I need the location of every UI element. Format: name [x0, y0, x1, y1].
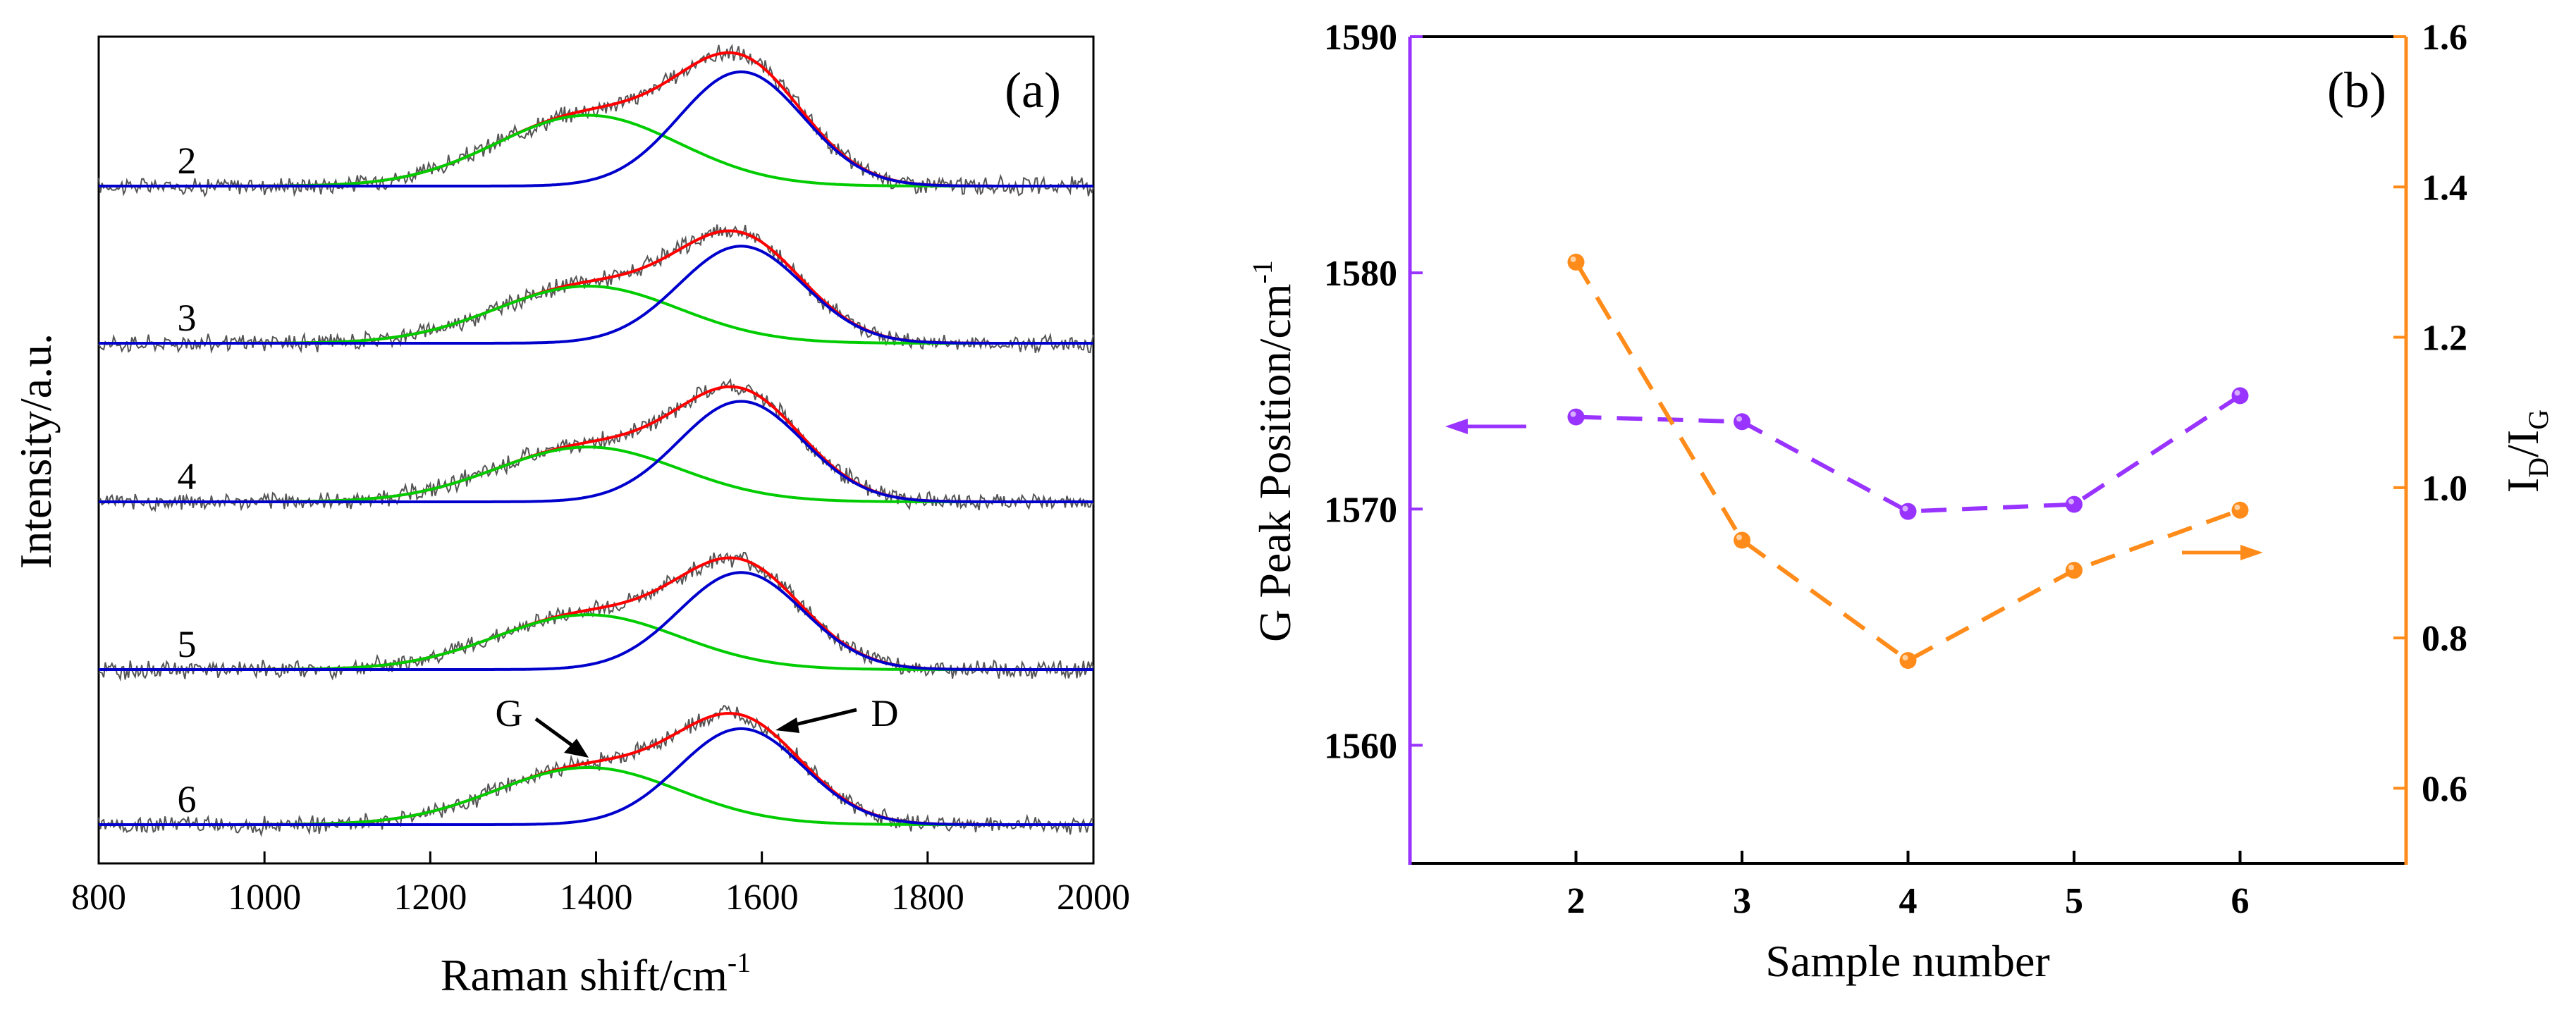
series-dashed-line — [1574, 261, 2241, 663]
panel-b-right-axis-label: ID/IG — [2498, 409, 2554, 493]
panel-b-ticks: 2 3 4 5 6 1560 1570 1580 1590 0.6 0.8 1.0 1.2 1.4 1.6 — [1324, 18, 2467, 921]
raw-spectrum-line — [98, 551, 1094, 682]
panel-b-right-tick-label: 0.8 — [2422, 619, 2467, 659]
panel-b-x-tick-label: 5 — [2065, 881, 2083, 921]
spectrum-sample-label: 5 — [178, 623, 197, 665]
data-point — [2231, 387, 2249, 405]
spectrum-5: 5 — [98, 551, 1094, 682]
data-point-highlight — [1902, 655, 1908, 661]
d-band-fit-line — [99, 727, 1093, 826]
panel-a-x-tick-label: 1000 — [228, 877, 301, 918]
data-point — [2066, 495, 2083, 513]
panel-a-x-tick-label: 1600 — [725, 877, 799, 918]
g-band-fit-line — [99, 613, 1093, 671]
spectrum-2: 2 — [98, 44, 1094, 198]
data-point-highlight — [2234, 390, 2240, 396]
raman-spectra-panel: 2 3 4 5 6 800 1000 1200 1400 1600 1800 2000 (a) Ra… — [11, 35, 1130, 1000]
panel-a-x-tick-label: 2000 — [1057, 877, 1130, 918]
panel-a-frame — [97, 35, 1095, 865]
spectrum-sample-label: 4 — [178, 455, 197, 498]
panel-b-left-tick-label: 1560 — [1324, 726, 1397, 766]
panel-a-x-tick-label: 800 — [71, 877, 126, 918]
data-point — [1899, 652, 1917, 670]
data-point-highlight — [2068, 565, 2074, 571]
spectrum-4: 4 — [99, 378, 1094, 512]
panel-b-x-axis-label: Sample number — [1765, 936, 2049, 986]
spectrum-sample-label: 2 — [178, 140, 197, 182]
panel-a-label: (a) — [1005, 62, 1061, 118]
spectrum-3: 3 — [98, 224, 1094, 355]
panel-b-right-tick-label: 1.0 — [2422, 469, 2467, 509]
data-point-highlight — [1570, 411, 1576, 417]
right-axis-indicator-arrow — [2182, 545, 2263, 560]
panel-b-x-tick-label: 6 — [2231, 881, 2250, 921]
g-band-fit-line — [99, 766, 1093, 826]
raw-spectrum-line — [98, 705, 1094, 837]
series-g-peak-position — [1567, 387, 2249, 520]
spectrum-sample-label: 6 — [178, 778, 197, 820]
spectrum-6: 6 — [98, 705, 1094, 837]
panel-b-right-tick-label: 1.4 — [2422, 168, 2467, 208]
g-band-arrow-head — [564, 739, 589, 758]
series-dashed-line — [1576, 393, 2242, 514]
panel-a-x-axis-label: Raman shift/cm-1 — [441, 947, 751, 1000]
g-band-fit-line — [99, 113, 1093, 187]
panel-a-x-tick-label: 1400 — [560, 877, 633, 918]
data-point — [1734, 531, 1750, 549]
panel-a-x-tick-label: 1200 — [393, 877, 467, 918]
g-band-annotation-arrow — [534, 717, 576, 749]
g-band-annotation-label: G — [496, 692, 523, 734]
data-point-highlight — [1570, 256, 1576, 262]
panel-b-series — [1567, 253, 2249, 670]
panel-b-x-tick-label: 4 — [1899, 881, 1918, 921]
panel-b-right-tick-label: 0.6 — [2422, 769, 2467, 809]
data-point-highlight — [1902, 505, 1908, 512]
d-band-annotation-label: D — [871, 692, 899, 734]
data-point-highlight — [1736, 416, 1742, 422]
data-point — [1567, 408, 1585, 426]
g-peak-id-ig-panel: 2 3 4 5 615601570158015900.60.81.01.21.41.6 … — [1246, 18, 2554, 986]
data-point — [2066, 562, 2083, 579]
data-point — [1734, 413, 1750, 431]
d-band-annotation-arrow — [789, 708, 857, 728]
g-band-fit-line — [99, 285, 1093, 345]
panel-b-label: (b) — [2327, 62, 2386, 118]
panel-a-y-axis-label: Intensity/a.u. — [11, 333, 61, 569]
panel-b-left-tick-label: 1590 — [1324, 18, 1397, 58]
d-band-fit-line — [99, 571, 1093, 671]
data-point — [2231, 501, 2249, 519]
data-point — [1899, 503, 1917, 520]
d-band-fit-line — [99, 245, 1093, 345]
panel-a-x-tick-label: 1800 — [891, 877, 964, 918]
g-band-annotation: G — [496, 692, 589, 758]
left-axis-indicator-arrow — [1445, 419, 1526, 434]
data-point — [1567, 253, 1585, 271]
total-fit-line — [99, 51, 1093, 187]
panel-b-x-tick-label: 2 — [1567, 881, 1586, 921]
data-point-highlight — [1736, 534, 1742, 541]
d-band-fit-line — [99, 70, 1093, 187]
g-band-fit-line — [99, 445, 1093, 503]
series-id-ig-ratio — [1567, 253, 2249, 670]
d-band-arrow-head — [775, 718, 799, 733]
data-point-highlight — [2068, 498, 2074, 505]
raman-spectra-group: 2 3 4 5 6 — [98, 44, 1094, 837]
panel-b-right-tick-label: 1.6 — [2422, 18, 2467, 58]
d-band-annotation: D — [775, 692, 899, 734]
panel-b-left-tick-label: 1570 — [1324, 490, 1397, 530]
raw-spectrum-line — [99, 378, 1094, 512]
data-point-highlight — [2234, 504, 2240, 510]
panel-a-x-ticks: 800 1000 1200 1400 1600 1800 2000 — [71, 851, 1130, 918]
raw-spectrum-line — [98, 224, 1094, 355]
spectrum-sample-label: 3 — [178, 297, 197, 339]
d-band-fit-line — [99, 400, 1093, 503]
panel-b-left-tick-label: 1580 — [1324, 254, 1397, 294]
panel-b-x-tick-label: 3 — [1733, 881, 1751, 921]
panel-b-left-axis-label: G Peak Position/cm-1 — [1246, 260, 1300, 642]
raw-spectrum-line — [98, 44, 1094, 198]
right-axis-arrow-head — [2240, 545, 2263, 560]
left-axis-arrow-head — [1445, 419, 1468, 434]
panel-b-right-tick-label: 1.2 — [2422, 319, 2467, 359]
